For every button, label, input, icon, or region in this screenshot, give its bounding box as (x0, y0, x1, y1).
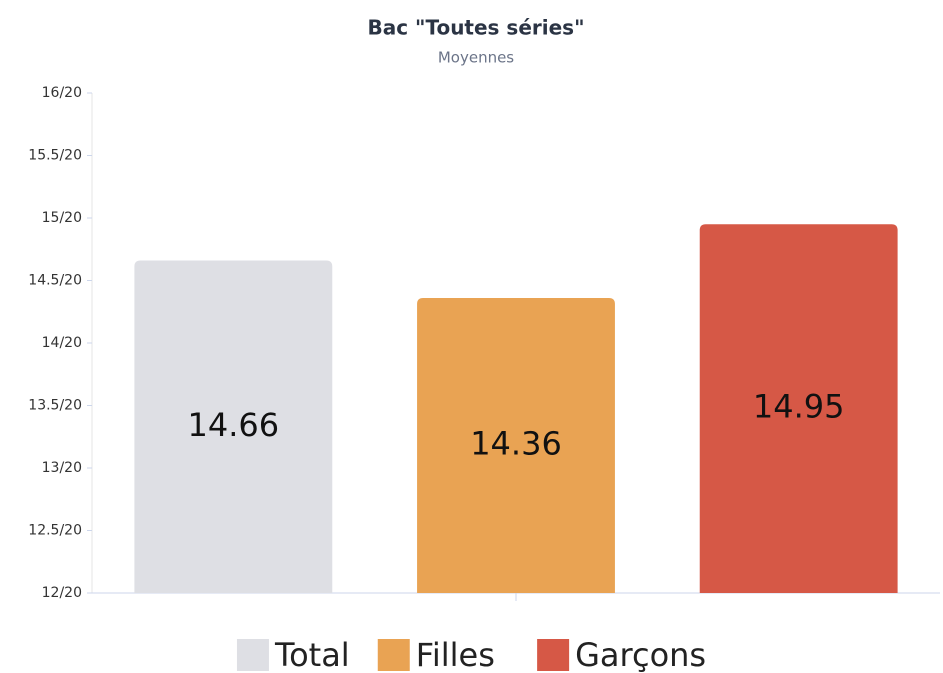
y-tick-label: 15.5/20 (28, 148, 82, 164)
y-tick-label: 16/20 (42, 85, 82, 101)
data-label: 14.95 (753, 388, 845, 426)
y-tick-label: 14/20 (42, 335, 82, 351)
y-tick-label: 12.5/20 (28, 523, 82, 539)
legend-swatch (377, 639, 410, 671)
legend-label: Total (274, 636, 350, 673)
legend-swatch (537, 639, 570, 671)
chart-title: Bac "Toutes séries" (367, 16, 584, 40)
y-tick-label: 12/20 (42, 585, 82, 601)
legend-swatch (236, 639, 269, 671)
bar (134, 260, 333, 593)
legend-label: Garçons (575, 636, 706, 673)
y-tick-label: 15/20 (42, 210, 82, 226)
y-tick-label: 13/20 (42, 460, 82, 476)
data-label: 14.36 (470, 425, 562, 463)
legend-label: Filles (416, 636, 495, 673)
bar (699, 224, 898, 593)
chart-subtitle: Moyennes (438, 49, 514, 67)
data-label: 14.66 (188, 406, 280, 444)
bar (417, 298, 615, 593)
y-tick-label: 14.5/20 (28, 273, 82, 289)
y-tick-label: 13.5/20 (28, 398, 82, 414)
